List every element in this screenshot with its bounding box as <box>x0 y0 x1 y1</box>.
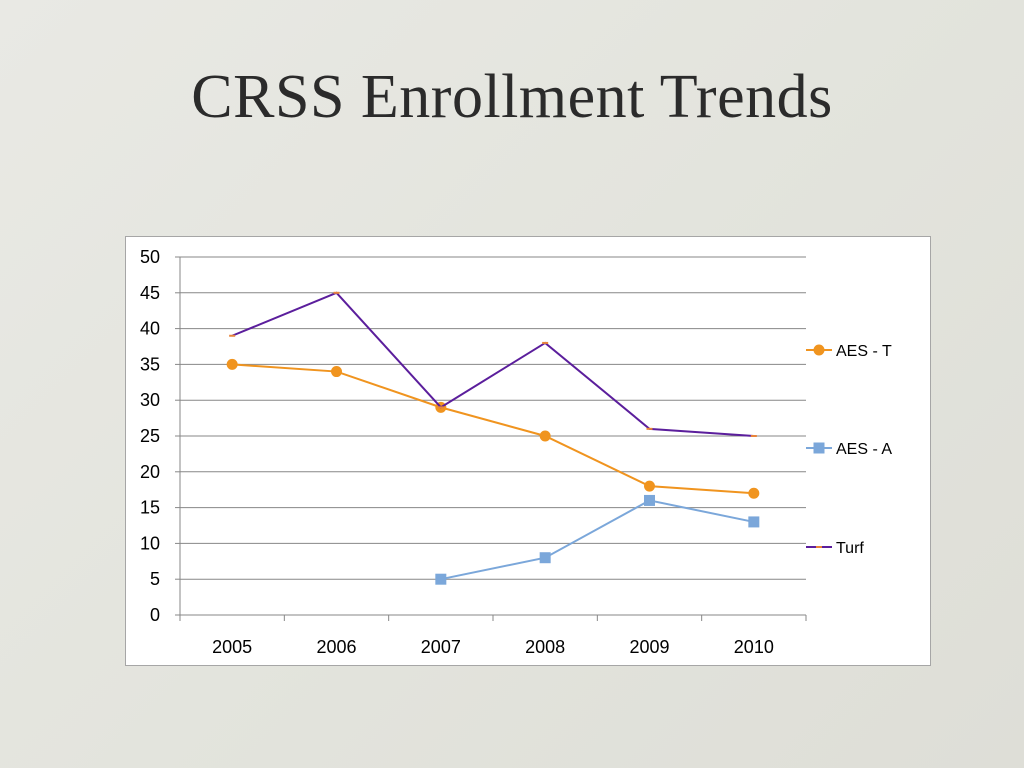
series-line-aes-a <box>440 499 755 581</box>
legend-label-aes-t: AES - T <box>836 343 892 360</box>
y-tick-label-45: 45 <box>140 283 160 303</box>
marker-aes-a-2010 <box>748 516 760 528</box>
slide-title: CRSS Enrollment Trends <box>191 63 833 131</box>
y-tick-label-40: 40 <box>140 319 160 339</box>
marker-aes-t-2006 <box>331 366 342 378</box>
x-tick-label-2007: 2007 <box>421 637 461 657</box>
marker-aes-a-2007 <box>435 573 447 585</box>
x-tick-label-2005: 2005 <box>212 637 252 657</box>
x-tick-label-2006: 2006 <box>316 637 356 657</box>
marker-aes-t-2008 <box>539 430 551 442</box>
y-tick-label-50: 50 <box>140 247 160 267</box>
marker-aes-t-2005 <box>226 358 238 370</box>
y-tick-label-20: 20 <box>140 462 160 482</box>
series-line-aes-t <box>232 363 754 495</box>
line-chart: 0 5 10 15 20 25 30 35 40 45 50 2005 2006 2007 2008 2009… <box>140 247 892 657</box>
y-tick-label-30: 30 <box>140 390 160 410</box>
legend-label-turf: Turf <box>836 540 864 557</box>
marker-aes-a-2008 <box>539 552 551 564</box>
x-tick-label-2009: 2009 <box>629 637 669 657</box>
legend-label-aes-a: AES - A <box>836 441 892 458</box>
x-tick-label-2008: 2008 <box>525 637 565 657</box>
marker-aes-t-2009 <box>644 480 655 492</box>
y-tick-label-10: 10 <box>140 533 160 553</box>
marker-aes-t-2010 <box>748 487 760 499</box>
marker-aes-a-legend <box>813 442 825 454</box>
marker-aes-a-2009 <box>644 494 655 506</box>
y-tick-label-35: 35 <box>140 354 160 374</box>
x-tick-label-2010: 2010 <box>734 637 774 657</box>
series-line-turf <box>231 291 754 437</box>
y-tick-label-25: 25 <box>140 426 160 446</box>
y-tick-label-15: 15 <box>140 498 160 518</box>
chart-frame: 0 5 10 15 20 25 30 35 40 45 50 2005 2006 2007 2008 2009… <box>125 236 931 666</box>
y-tick-label-0: 0 <box>150 605 160 625</box>
marker-aes-t-legend <box>813 344 825 356</box>
y-tick-label-5: 5 <box>150 569 160 589</box>
